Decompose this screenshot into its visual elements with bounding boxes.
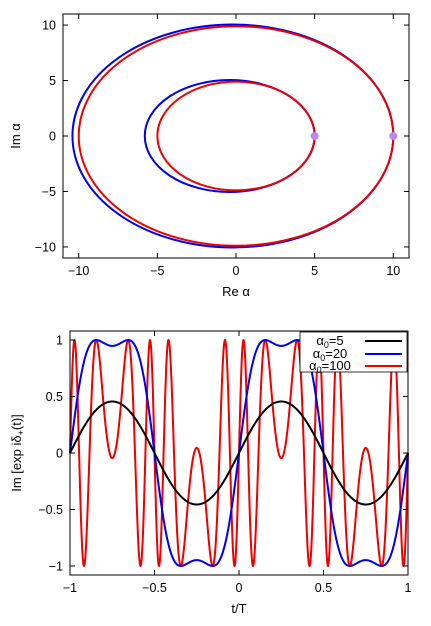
phase-space-y-label: Im α bbox=[8, 123, 23, 149]
x-tick-label: −10 bbox=[68, 264, 89, 278]
legend-label: α0=20 bbox=[313, 346, 348, 363]
y-tick-label: 1 bbox=[56, 334, 63, 348]
legend-label: α0=5 bbox=[316, 333, 343, 350]
y-tick-label: −0.5 bbox=[38, 503, 63, 517]
time-series-y-label: Im [exp iδ+(t)] bbox=[9, 414, 26, 492]
legend-entry: α0=20 bbox=[313, 346, 402, 363]
legend-entry: α0=100 bbox=[309, 358, 402, 375]
phase-space-ticks: −10 −5 0 5 10 −10 −5 0 5 10 bbox=[35, 14, 409, 278]
phase-space-frame bbox=[62, 13, 410, 259]
y-tick-label: 5 bbox=[49, 74, 56, 88]
series-line bbox=[69, 400, 409, 506]
y-tick-label: −10 bbox=[35, 240, 56, 254]
time-series-curves bbox=[69, 338, 409, 568]
trajectory-curve bbox=[156, 80, 316, 192]
legend-label: α0=100 bbox=[309, 358, 351, 375]
time-series-x-label: t/T bbox=[231, 601, 246, 616]
x-tick-label: 5 bbox=[311, 264, 318, 278]
legend: α0=5 α0=20 α0=100 bbox=[299, 331, 408, 375]
initial-point-marker bbox=[310, 132, 319, 140]
x-tick-label: 10 bbox=[386, 264, 400, 278]
time-series-ticks: −1 −0.5 0 0.5 1 −1 −0.5 0 0.5 1 bbox=[38, 331, 412, 595]
x-tick-label: 0 bbox=[236, 581, 243, 595]
y-tick-label: 0 bbox=[56, 447, 63, 461]
initial-point-marker bbox=[389, 132, 398, 140]
time-series-panel: −1 −0.5 0 0.5 1 −1 −0.5 0 0.5 1 α0=5 α0=20 α0=100 bbox=[9, 330, 412, 616]
y-tick-label: 10 bbox=[42, 19, 56, 33]
x-tick-label: 0 bbox=[233, 264, 240, 278]
x-tick-label: 0.5 bbox=[315, 581, 332, 595]
x-tick-label: −0.5 bbox=[142, 581, 167, 595]
trajectory-curve bbox=[77, 25, 395, 247]
phase-space-curves bbox=[71, 23, 395, 249]
y-tick-label: 0.5 bbox=[46, 390, 63, 404]
x-tick-label: 1 bbox=[405, 581, 412, 595]
phase-space-markers bbox=[310, 132, 398, 140]
y-tick-label: −1 bbox=[49, 559, 63, 573]
phase-space-panel: −10 −5 0 5 10 −10 −5 0 5 10 Re α Im α bbox=[8, 13, 410, 299]
y-tick-label: 0 bbox=[49, 130, 56, 144]
phase-space-x-label: Re α bbox=[222, 284, 250, 299]
x-tick-label: −1 bbox=[63, 581, 77, 595]
y-tick-label: −5 bbox=[42, 185, 56, 199]
legend-entry: α0=5 bbox=[316, 333, 402, 350]
x-tick-label: −5 bbox=[150, 264, 164, 278]
